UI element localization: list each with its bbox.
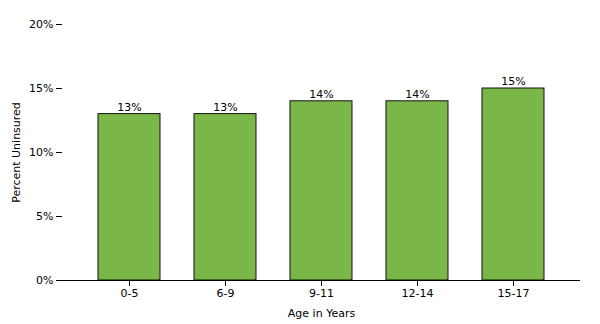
svg-text:14%: 14%	[405, 88, 429, 101]
svg-text:Percent Uninsured: Percent Uninsured	[10, 102, 23, 203]
svg-text:13%: 13%	[117, 101, 141, 114]
svg-text:9-11: 9-11	[309, 287, 334, 300]
svg-text:12-14: 12-14	[402, 287, 434, 300]
svg-text:20%: 20%	[29, 18, 53, 31]
svg-text:13%: 13%	[213, 101, 237, 114]
svg-text:15%: 15%	[501, 75, 525, 88]
svg-text:15-17: 15-17	[498, 287, 530, 300]
svg-text:0-5: 0-5	[121, 287, 139, 300]
svg-text:15%: 15%	[29, 82, 53, 95]
svg-text:Age in Years: Age in Years	[288, 307, 356, 320]
svg-text:0%: 0%	[36, 274, 53, 287]
svg-text:14%: 14%	[309, 88, 333, 101]
svg-text:5%: 5%	[36, 210, 53, 223]
svg-text:10%: 10%	[29, 146, 53, 159]
svg-text:6-9: 6-9	[217, 287, 235, 300]
